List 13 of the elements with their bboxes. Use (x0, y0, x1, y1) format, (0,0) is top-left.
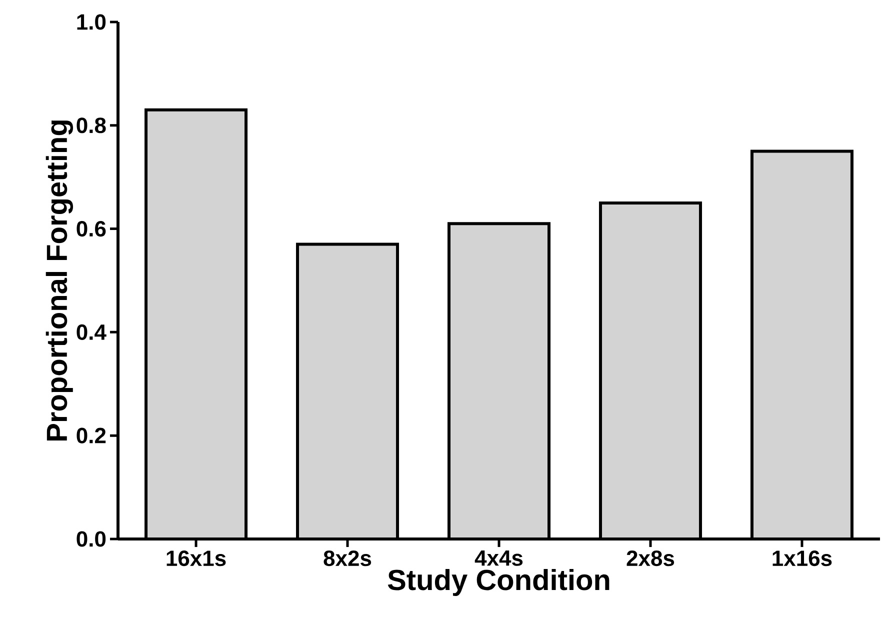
y-axis-title: Proportional Forgetting (46, 120, 74, 440)
y-tick-label: 0.8 (76, 118, 106, 134)
x-tick-label: 4x4s (474, 550, 523, 566)
y-tick-label: 0.0 (76, 531, 106, 547)
y-tick-label: 0.2 (76, 428, 106, 444)
y-tick-label: 0.6 (76, 220, 106, 237)
y-tick-label: 1.0 (77, 14, 106, 30)
x-tick-label: 1x16s (772, 550, 832, 566)
x-axis-title: Study Condition (388, 568, 610, 596)
x-tick-label: 16x1s (166, 550, 226, 566)
x-tick-label: 2x8s (626, 550, 674, 566)
y-tick-label: 0.4 (76, 324, 106, 340)
x-tick-label: 8x2s (324, 550, 372, 566)
